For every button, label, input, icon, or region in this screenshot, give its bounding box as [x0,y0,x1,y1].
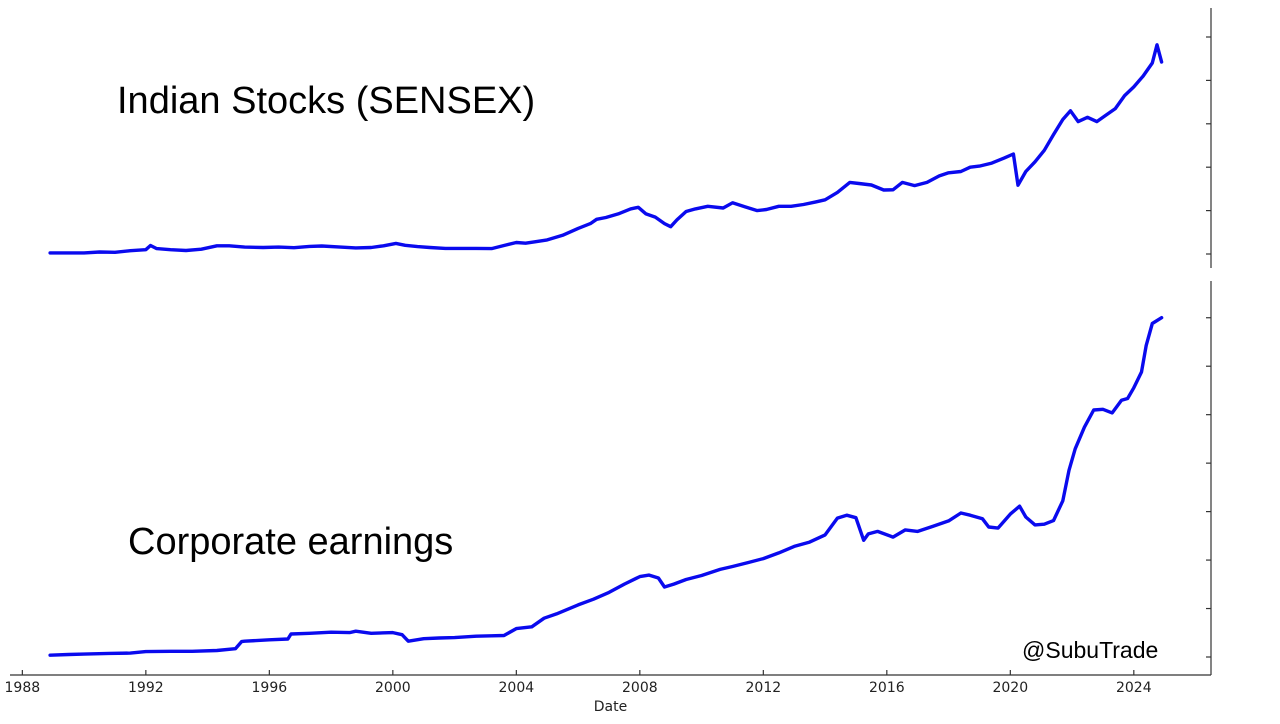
date-x-tick-label: 2024 [1116,680,1152,696]
watermark-handle: @SubuTrade [1022,637,1158,663]
date-x-tick-label: 2012 [746,680,782,696]
earnings-line [48,316,1164,657]
date-x-tick-label: 1996 [252,680,288,696]
earnings-title: Corporate earnings [128,521,453,563]
sensex-panel: Indian Stocks (SENSEX) [48,8,1212,268]
sensex-line [48,43,1164,255]
sensex-title: Indian Stocks (SENSEX) [117,80,535,122]
date-x-tick-label: 1988 [5,680,41,696]
date-x-tick-label: 2004 [499,680,535,696]
date-x-tick-label: 2008 [622,680,658,696]
date-x-tick-label: 2020 [992,680,1028,696]
x-axis-title: Date [594,699,627,715]
date-x-tick-label: 2000 [375,680,411,696]
sensex-y-ticks [1206,36,1211,255]
date-x-tick-label: 2016 [869,680,905,696]
date-x-ticks: 1988 1992 1996 2000 2004 2008 2012 2016 2020 2024 [5,670,1152,696]
date-x-tick-label: 1992 [128,680,164,696]
earnings-y-ticks [1206,317,1211,658]
earnings-panel: 1988 1992 1996 2000 2004 2008 2012 2016 2020 2024… [5,281,1212,715]
